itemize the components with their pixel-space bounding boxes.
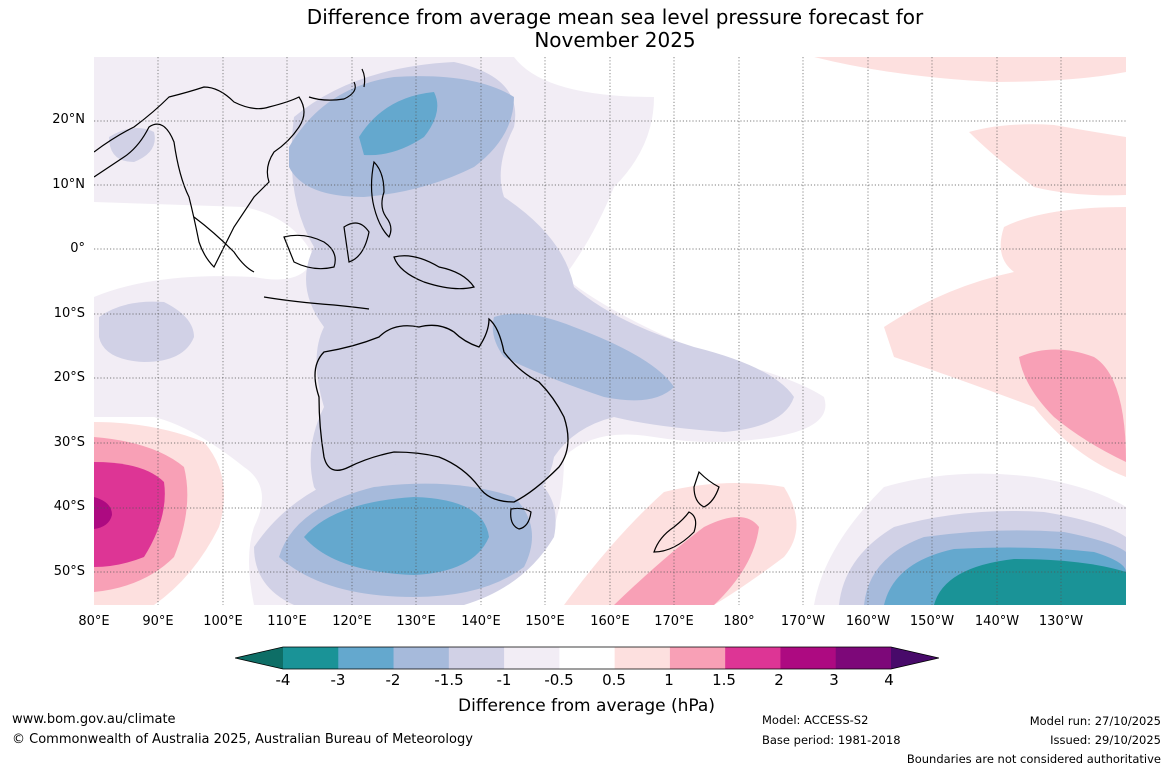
lon-label: 130°W <box>1038 614 1084 629</box>
anomaly-region-pos-ne <box>969 124 1126 196</box>
colorbar-segment <box>448 647 505 669</box>
lon-label: 150°W <box>909 614 955 629</box>
lat-label: 10°S <box>53 306 85 321</box>
footer-issued: Issued: 29/10/2025 <box>1050 733 1161 747</box>
asia-coastline <box>94 86 305 269</box>
anomaly-region-pos-north <box>814 57 1126 82</box>
colorbar-tick: 2 <box>774 671 784 689</box>
lon-label: 170°W <box>780 614 826 629</box>
lon-label: 180° <box>723 614 755 629</box>
lat-label: 30°S <box>53 435 85 450</box>
title-line-1: Difference from average mean sea level p… <box>306 5 924 29</box>
colorbar-segment <box>780 647 837 669</box>
colorbar-tick: -1.5 <box>434 671 464 689</box>
anomaly-region-neg-1-west <box>99 301 194 362</box>
lon-label: 140°E <box>461 614 501 629</box>
lat-label: 20°S <box>53 370 85 385</box>
colorbar-tick: 1 <box>664 671 674 689</box>
footer-model-run: Model run: 27/10/2025 <box>1029 714 1161 728</box>
colorbar-segment <box>559 647 616 669</box>
colorbar-segment <box>338 647 395 669</box>
australia-coastline <box>314 317 569 503</box>
lon-label: 150°E <box>525 614 565 629</box>
new-zealand-coastline <box>653 470 720 553</box>
pressure-anomaly-map <box>94 57 1126 605</box>
anomaly-region-neg-1-5-aus <box>492 313 674 401</box>
colorbar-segment <box>669 647 726 669</box>
lat-label: 0° <box>70 241 85 256</box>
colorbar-segment <box>283 647 339 669</box>
lon-label: 80°E <box>78 614 110 629</box>
colorbar-tick: 0.5 <box>602 671 626 689</box>
anomaly-region-neg-2 <box>359 92 438 156</box>
lat-label: 20°N <box>52 112 85 127</box>
lon-label: 170°E <box>654 614 694 629</box>
footer-model: Model: ACCESS-S2 <box>762 713 869 727</box>
colorbar-segment <box>393 647 450 669</box>
tasmania-coastline <box>510 507 532 530</box>
colorbar-tick: -0.5 <box>544 671 574 689</box>
lon-label: 90°E <box>142 614 174 629</box>
colorbar-extend-high <box>891 647 939 669</box>
colorbar-tick: 4 <box>884 671 894 689</box>
lon-label: 100°E <box>203 614 243 629</box>
lon-label: 160°W <box>845 614 891 629</box>
colorbar-tick: -1 <box>496 671 512 689</box>
anomaly-region-pos-2-west <box>94 497 112 529</box>
footer-disclaimer: Boundaries are not considered authoritat… <box>906 752 1161 766</box>
colorbar-segment <box>614 647 671 669</box>
colorbar-tick: -3 <box>330 671 346 689</box>
lat-label: 50°S <box>53 564 85 579</box>
colorbar-segment <box>504 647 560 669</box>
lon-label: 140°W <box>974 614 1020 629</box>
footer-base-period: Base period: 1981-2018 <box>762 733 901 747</box>
colorbar-tick: -2 <box>385 671 401 689</box>
footer-url[interactable]: www.bom.gov.au/climate <box>12 712 176 727</box>
philippines-coastline <box>370 160 392 239</box>
lon-label: 130°E <box>396 614 436 629</box>
anomaly-region-neg-3-se <box>934 559 1126 605</box>
lat-label: 10°N <box>52 177 85 192</box>
colorbar-label: Difference from average (hPa) <box>458 696 715 716</box>
anomaly-region-pos-1-5-west <box>94 462 165 567</box>
colorbar-tick: 3 <box>829 671 839 689</box>
colorbar-tick: -4 <box>275 671 291 689</box>
anomaly-region-neg-2-sw <box>304 497 489 575</box>
colorbar <box>235 646 939 670</box>
colorbar-segment <box>835 647 892 669</box>
footer-copyright: © Commonwealth of Australia 2025, Austra… <box>12 732 473 747</box>
anomaly-region-pos-1-nz <box>614 517 759 605</box>
colorbar-segments <box>283 647 892 669</box>
colorbar-segment <box>725 647 781 669</box>
lon-label: 160°E <box>590 614 630 629</box>
colorbar-tick: 1.5 <box>712 671 736 689</box>
colorbar-border <box>235 646 939 670</box>
lat-label: 40°S <box>53 499 85 514</box>
lon-label: 110°E <box>267 614 307 629</box>
map-svg <box>94 57 1126 605</box>
anomaly-region-pos-1-east <box>1019 349 1126 462</box>
indonesia-coastline <box>193 216 475 310</box>
colorbar-extend-low <box>235 647 283 669</box>
map-title: Difference from average mean sea level p… <box>0 6 1173 52</box>
japan-taiwan-coastline <box>308 68 366 101</box>
lon-label: 120°E <box>332 614 372 629</box>
title-line-2: November 2025 <box>534 28 696 52</box>
